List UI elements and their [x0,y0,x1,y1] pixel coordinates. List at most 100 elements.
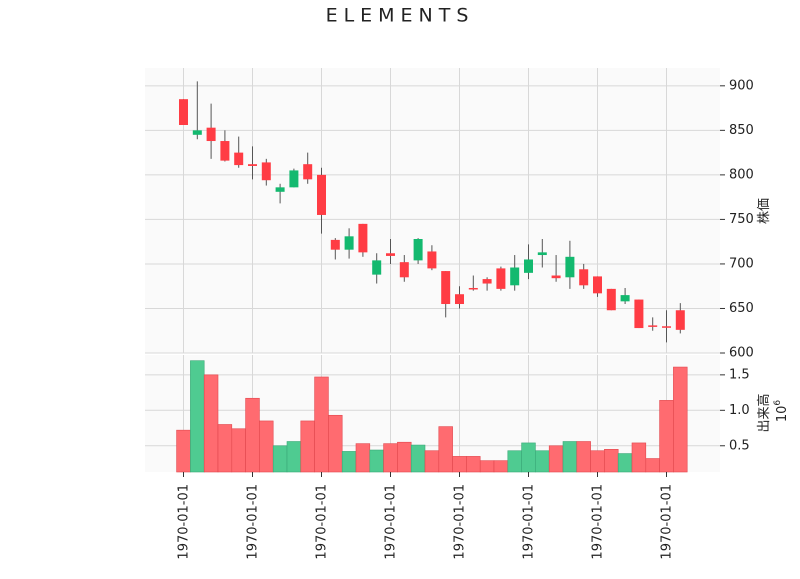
price-tick-label: 750 [729,212,754,227]
volume-bar [673,366,688,473]
candle-up [372,260,382,275]
candle-down [593,276,602,294]
x-tick-label: 1970-01-01 [384,484,399,560]
volume-multiplier: 106 [773,400,790,423]
volume-axis: 0.5 1.0 1.5 [720,367,750,453]
price-axis-label: 株価 [757,198,772,224]
volume-bar [286,441,302,473]
candle-down [303,164,313,180]
candle-up [537,252,547,256]
candle-down [386,253,395,256]
candle-down [579,269,589,286]
volume-bar [562,441,578,473]
candle-down [675,310,685,330]
x-tick-label: 1970-01-01 [315,484,330,560]
x-tick-label: 1970-01-01 [660,484,675,560]
price-axis: 600 650 700 750 800 850 900 [720,78,754,361]
candle-up [524,259,533,273]
volume-tick-label: 0.5 [729,438,750,453]
volume-bar [604,449,619,473]
candle-up [620,295,630,302]
volume-bar [659,400,674,473]
price-tick-label: 700 [729,256,754,271]
volume-bar [645,458,660,473]
volume-bar [300,420,315,473]
candle-up [510,267,520,286]
candle-down [248,164,257,166]
volume-bar [493,460,509,473]
candle-down [234,152,244,166]
volume-bar [314,376,329,473]
candle-up [413,239,423,261]
x-tick-label: 1970-01-01 [591,484,606,560]
candle-down [606,288,616,311]
x-tick-label: 1970-01-01 [246,484,261,560]
volume-bar [576,441,591,473]
volume-bar [272,445,288,473]
candle-down [358,223,368,253]
x-axis: 1970-01-01 1970-01-01 1970-01-01 1970-01-01… [177,472,675,560]
candle-down [399,262,409,278]
candle-down [468,287,478,290]
volume-bar [383,443,398,473]
volume-bar [590,450,605,473]
volume-bar [397,441,412,473]
candle-down [551,275,561,279]
candle-down [496,268,506,289]
candle-down [206,127,216,142]
candle-up [192,130,202,135]
x-tick-label: 1970-01-01 [453,484,468,560]
candles [179,81,685,343]
price-panel-background [145,68,720,353]
volume-bar [231,428,246,473]
volume-bar [369,449,384,473]
volume-bar [466,456,481,473]
candle-down [261,162,271,181]
volume-bar [259,420,274,473]
volume-bar [631,442,647,473]
volume-bar [410,444,426,473]
price-tick-label: 900 [729,78,754,93]
volume-bar [245,397,260,473]
candle-up [344,236,354,250]
volume-bar [328,414,343,473]
volume-bar [203,374,219,473]
candle-up [289,170,299,188]
candle-down [648,325,658,327]
price-tick-label: 600 [729,346,754,361]
volume-bar [217,424,233,473]
candle-down [482,279,492,284]
price-tick-label: 650 [729,301,754,316]
volume-bar [190,360,205,473]
volume-bar [424,450,440,473]
volume-bar [341,451,357,473]
candle-down [441,271,451,305]
volume-bar [355,443,371,473]
volume-bar [438,426,453,473]
x-tick-label: 1970-01-01 [177,484,192,560]
volume-axis-label: 出来高 [756,393,772,432]
volume-bar [479,460,495,473]
candle-up [565,256,575,278]
volume-multiplier-exponent: 6 [773,400,783,406]
candle-down [427,251,437,269]
volume-tick-label: 1.0 [729,403,750,418]
volume-bar [507,450,522,473]
volume-bar [521,442,536,473]
chart-title: ELEMENTS [326,5,475,27]
candle-down [330,239,340,250]
volume-bars [176,360,688,473]
candle-down [220,141,230,161]
candle-down [455,294,464,305]
candle-down [662,326,671,328]
volume-tick-label: 1.5 [729,367,750,382]
candle-down [179,99,188,125]
volume-bar [548,445,564,473]
price-tick-label: 850 [729,123,754,138]
volume-bar [535,450,550,473]
candle-down [317,174,326,215]
volume-bar [176,429,191,473]
volume-bar [617,453,633,473]
